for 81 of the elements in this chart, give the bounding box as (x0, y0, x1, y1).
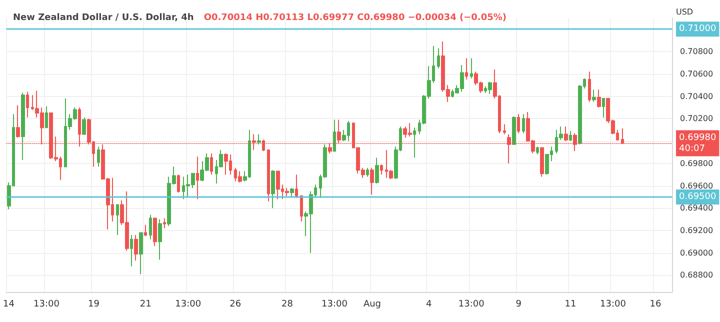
x-tick-label: 9 (516, 300, 522, 310)
candlestick (177, 174, 180, 193)
x-tick-label: 26 (230, 300, 242, 310)
candlestick (97, 146, 100, 168)
candlestick (224, 152, 228, 176)
y-tick-label: 0.69600 (680, 181, 714, 190)
ref-line-label: 0.71000 (679, 24, 716, 34)
candlestick (300, 195, 303, 222)
candlestick (139, 232, 143, 275)
candlestick (158, 218, 162, 260)
x-tick-label: 4 (426, 300, 432, 310)
candlestick (238, 170, 242, 183)
candlestick (45, 106, 48, 128)
candlestick (602, 98, 605, 118)
y-tick-label: 0.69800 (680, 158, 714, 168)
x-tick-label: 21 (140, 300, 152, 310)
x-tick-label: 19 (88, 300, 100, 310)
x-tick-label: 13:00 (34, 300, 60, 310)
y-tick-label: 0.70600 (680, 69, 714, 78)
candlestick (366, 167, 369, 178)
y-tick-label: 0.69400 (680, 204, 714, 213)
candlestick (413, 127, 416, 158)
candlestick (276, 170, 280, 200)
candlestick (153, 218, 157, 247)
candlestick (522, 114, 525, 134)
candlestick (564, 126, 568, 142)
candlestick (588, 71, 591, 102)
candlestick (375, 157, 379, 184)
candlestick (437, 48, 440, 69)
candlestick (488, 81, 492, 95)
candlestick (470, 58, 473, 79)
y-tick-label: 0.70200 (680, 114, 714, 124)
x-tick-label: 13:00 (321, 300, 348, 310)
candlestick (116, 204, 119, 236)
candlestick (271, 170, 275, 209)
candlestick (130, 234, 133, 267)
x-tick-label: 16 (650, 300, 662, 310)
candlestick (26, 91, 29, 118)
candlestick (149, 214, 152, 240)
candlestick (257, 134, 261, 145)
candlestick (134, 234, 138, 262)
candlestick (465, 58, 468, 80)
x-tick-label: 13:00 (458, 300, 485, 310)
candlestick (512, 116, 516, 145)
y-tick-label: 0.70800 (680, 47, 714, 56)
x-tick-label: 14 (2, 300, 15, 310)
x-tick-label: 11 (564, 300, 576, 310)
ref-line-label: 0.69980 40:07 (679, 132, 716, 154)
y-tick-label: 0.69000 (680, 248, 714, 258)
x-tick-label: 13:00 (600, 300, 626, 310)
candlestick (540, 147, 544, 178)
candlestick (267, 149, 270, 202)
candlestick (370, 167, 374, 196)
candlestick (380, 164, 383, 176)
chart-subtitle: O0.70014 H0.70113 L0.69977 C0.69980 −0.00034 (−0.05%) (204, 13, 506, 23)
y-tick-label: 0.70400 (680, 92, 714, 101)
candlestick (144, 224, 147, 237)
candlestick (503, 124, 506, 135)
ref-line-label: 0.69500 (679, 192, 716, 202)
candlestick (295, 174, 298, 199)
candlestick (569, 130, 572, 142)
candlestick (16, 104, 20, 138)
candlestick (592, 89, 596, 102)
y-axis-title: USD (676, 8, 694, 16)
candlestick (196, 156, 199, 200)
candlestick (517, 114, 520, 134)
x-tick-label: Aug (363, 300, 382, 310)
candlestick (285, 187, 289, 196)
candlestick (210, 152, 213, 176)
x-tick-label: 13:00 (175, 300, 202, 310)
candlestick (597, 89, 601, 108)
candlestick (290, 187, 294, 198)
chart-title: New Zealand Dollar / U.S. Dollar, 4h (13, 13, 194, 23)
candlestick (536, 146, 539, 155)
candlestick (333, 119, 336, 152)
candlestick (82, 117, 86, 135)
candlestick (163, 218, 166, 229)
x-tick-label: 28 (282, 300, 294, 310)
y-tick-label: 0.68800 (680, 270, 714, 280)
y-tick-label: 0.69200 (680, 226, 714, 235)
candlestick (21, 92, 25, 161)
